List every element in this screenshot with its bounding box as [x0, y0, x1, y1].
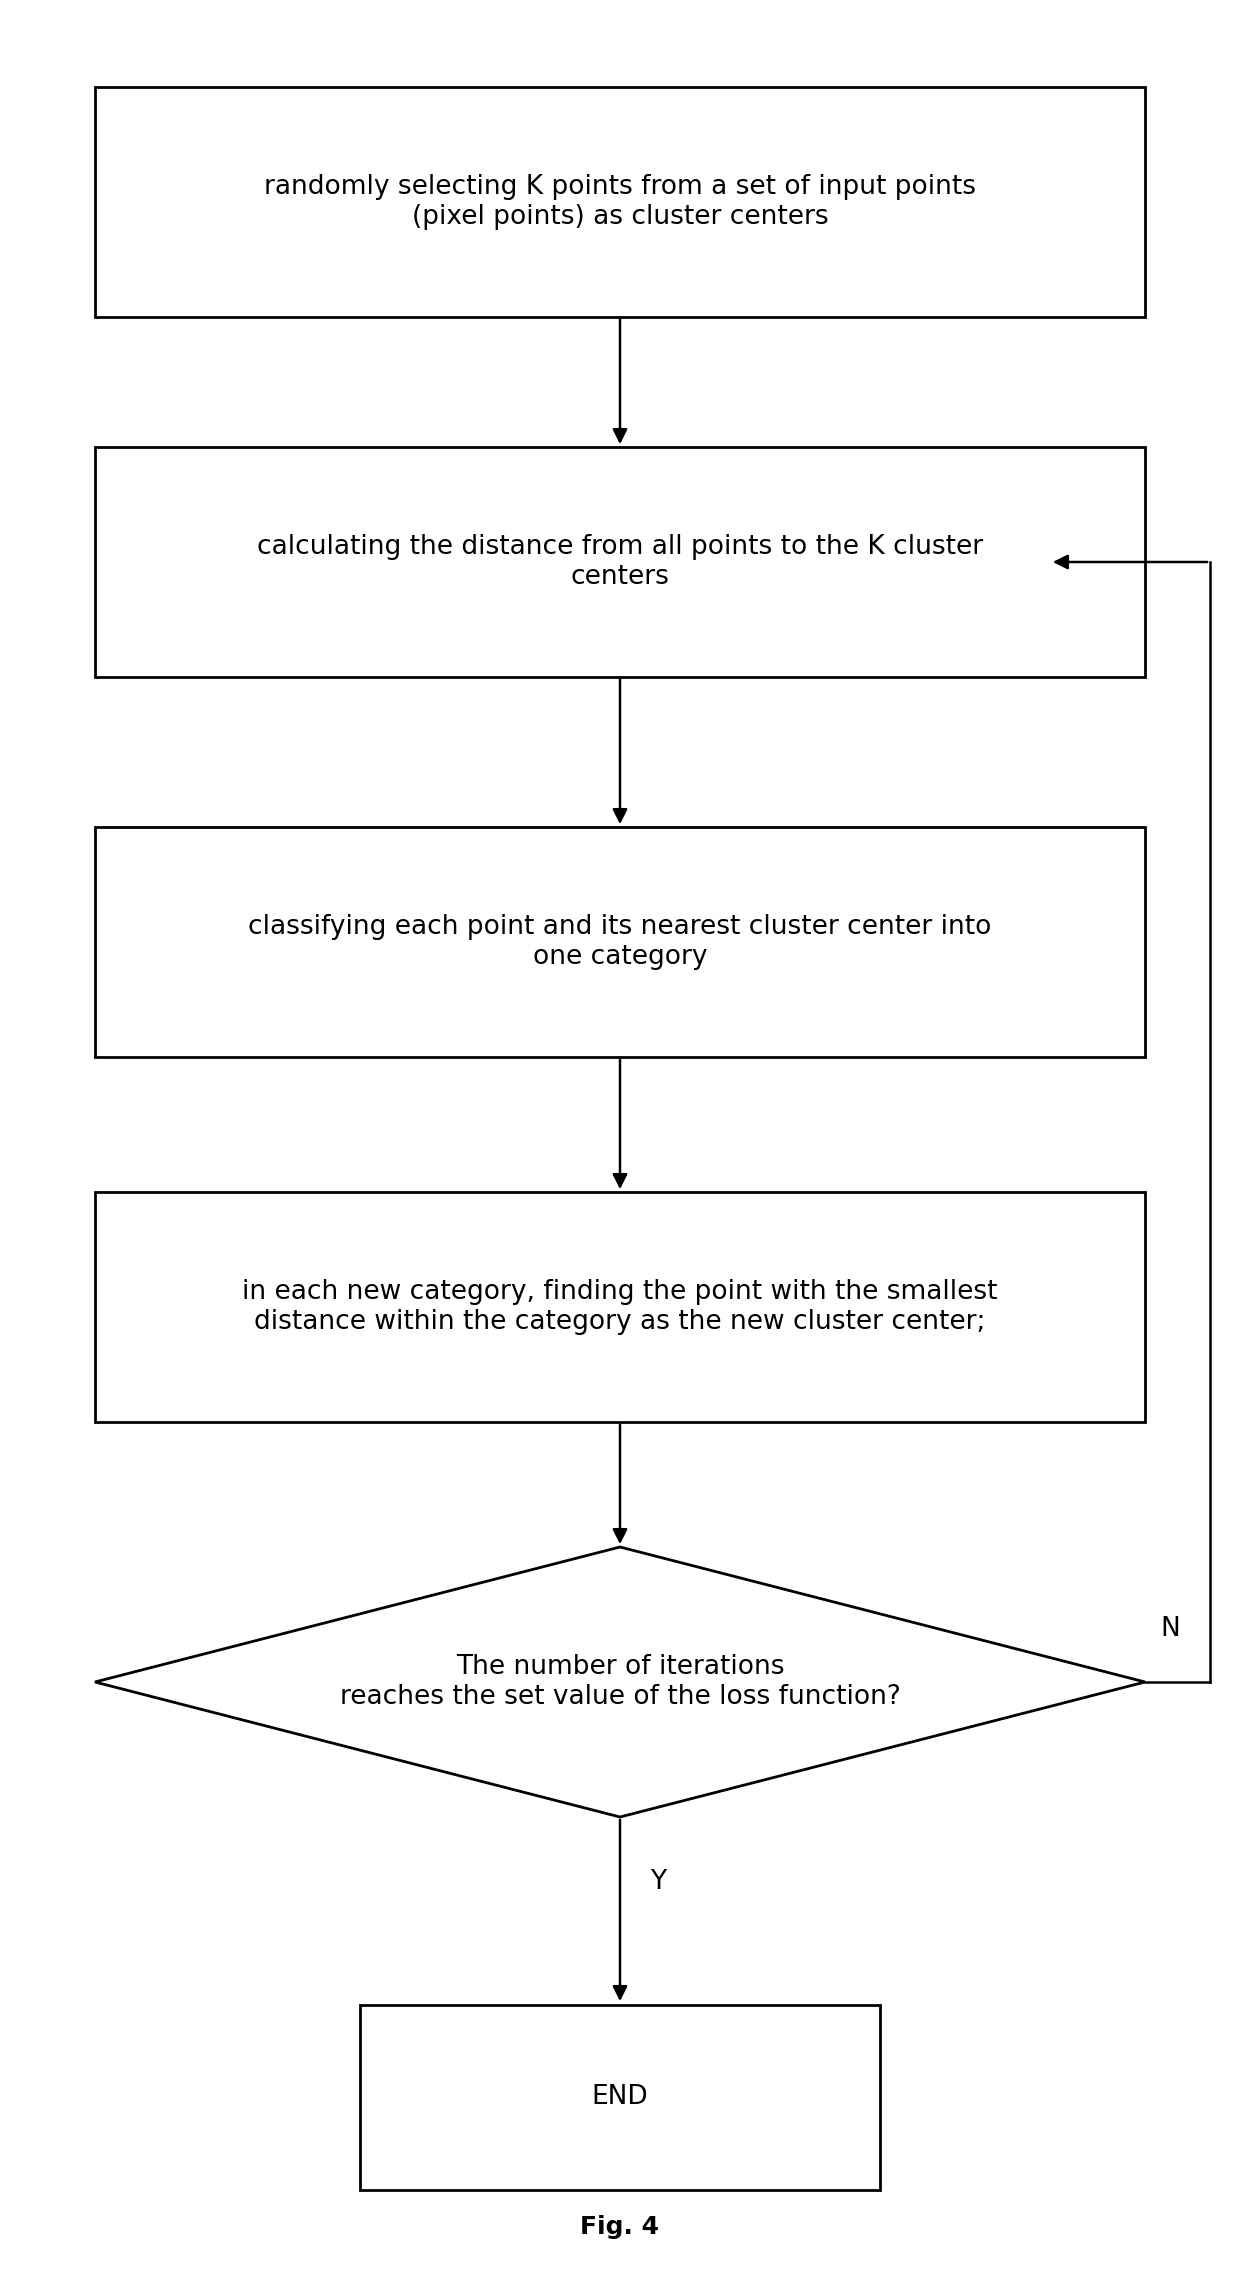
- Bar: [95, 826, 1145, 1057]
- Text: classifying each point and its nearest cluster center into
one category: classifying each point and its nearest c…: [248, 915, 992, 970]
- Text: The number of iterations
reaches the set value of the loss function?: The number of iterations reaches the set…: [340, 1654, 900, 1709]
- Text: randomly selecting K points from a set of input points
(pixel points) as cluster: randomly selecting K points from a set o…: [264, 173, 976, 230]
- Bar: [95, 447, 1145, 678]
- Text: Fig. 4: Fig. 4: [580, 2216, 660, 2239]
- Polygon shape: [95, 1547, 1145, 1816]
- Text: Y: Y: [650, 1869, 666, 1894]
- Text: in each new category, finding the point with the smallest
distance within the ca: in each new category, finding the point …: [242, 1278, 998, 1335]
- Text: N: N: [1159, 1616, 1179, 1643]
- Bar: [95, 1191, 1145, 1422]
- Text: END: END: [591, 2083, 649, 2111]
- Text: calculating the distance from all points to the K cluster
centers: calculating the distance from all points…: [257, 534, 983, 591]
- Bar: [95, 87, 1145, 317]
- Bar: [360, 2004, 880, 2188]
